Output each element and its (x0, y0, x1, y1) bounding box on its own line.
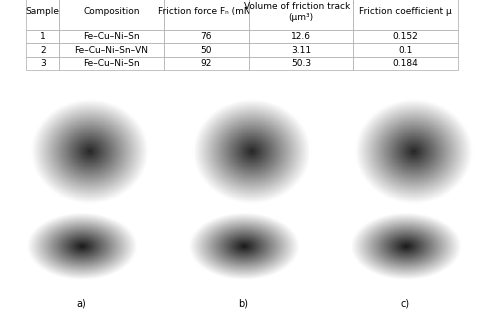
Text: c): c) (401, 299, 410, 308)
Text: a): a) (76, 299, 86, 308)
Text: b): b) (238, 299, 248, 308)
